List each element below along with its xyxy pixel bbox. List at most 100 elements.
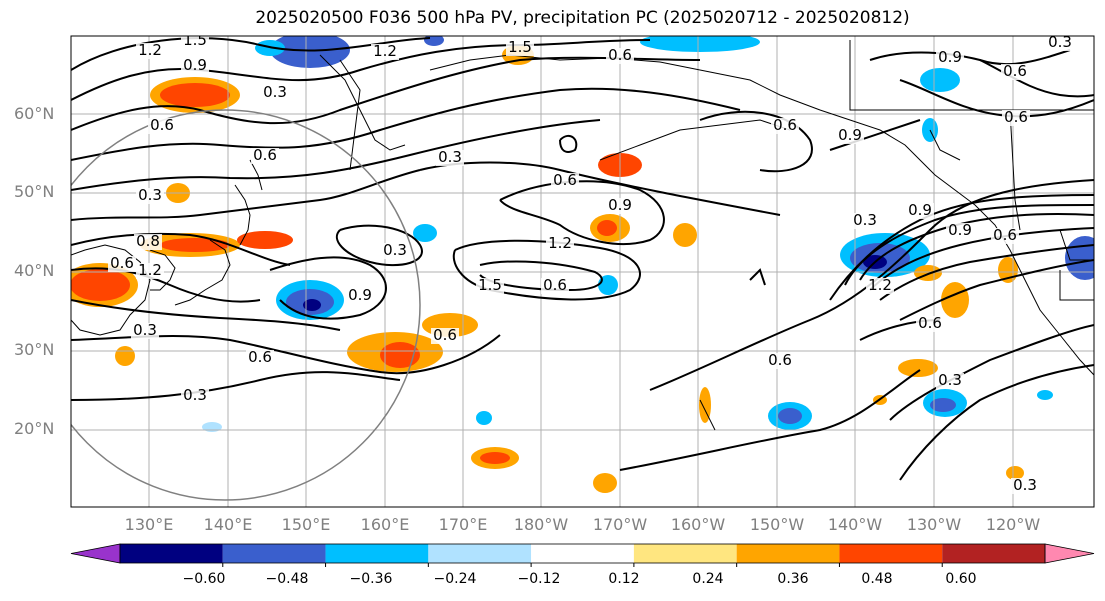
colorbar-segment — [839, 544, 943, 563]
contour-label: 0.9 — [183, 56, 207, 74]
contour-label: 0.6 — [150, 116, 174, 134]
colorbar-tick-label: −0.60 — [182, 571, 226, 587]
contour-label: 0.3 — [938, 371, 962, 389]
contour-label: 0.6 — [543, 276, 567, 294]
contour-label: 0.6 — [1003, 62, 1027, 80]
contour-label-bg — [551, 173, 579, 189]
lon-label: 140°W — [827, 515, 883, 534]
contour-label: 0.6 — [253, 146, 277, 164]
lat-label-60n: 60°N — [14, 104, 55, 123]
reference-circle — [71, 109, 421, 501]
colorbar-tick-label: 0.60 — [945, 571, 977, 587]
pv-contours — [71, 37, 1094, 481]
colorbar-tick-label: 0.24 — [692, 571, 724, 587]
contour-label-bg — [606, 48, 634, 64]
contour-label-bg — [251, 148, 279, 164]
contour-label-bg — [1046, 36, 1074, 51]
contour-label: 1.2 — [868, 276, 892, 294]
colorbar-tick-label: 0.48 — [861, 571, 893, 587]
contour-label: 1.2 — [373, 42, 397, 60]
colorbar-segment — [428, 544, 532, 563]
graticule — [71, 36, 1094, 507]
colorbar-extend-max — [1044, 543, 1095, 564]
map-frame — [70, 35, 1095, 508]
contour-label-bg — [836, 128, 864, 144]
lat-label-30n: 30°N — [14, 340, 55, 359]
colorbar — [70, 543, 1095, 567]
contour-label-bg — [431, 328, 459, 344]
colorbar-tick-label: −0.48 — [265, 571, 309, 587]
colorbar-tick-label: −0.24 — [433, 571, 477, 587]
contour-label: 0.9 — [938, 48, 962, 66]
contour-label-bg — [381, 243, 409, 259]
contour-label-bg — [436, 150, 464, 166]
contour-label-bg — [1002, 110, 1030, 126]
contour-label: 0.6 — [773, 116, 797, 134]
contour-label-bg — [476, 278, 504, 294]
colorbar-segment — [531, 544, 634, 563]
contour-label: 0.6 — [918, 314, 942, 332]
lon-label: 130°E — [124, 515, 174, 534]
contour-labels: 1.2 1.5 0.9 0.3 0.6 1.2 1.5 0.6 0.9 0.3 0.6 0.6 0.9 0… — [108, 31, 1074, 494]
colorbar-segment — [325, 544, 429, 563]
lon-label: 160°W — [670, 515, 726, 534]
chart-title: 2025020500 F036 500 hPa PV, precipitatio… — [255, 8, 910, 28]
lon-label: 130°W — [906, 515, 962, 534]
colorbar-extend-min — [70, 543, 121, 564]
contour-label-bg — [148, 118, 176, 134]
colorbar-tick-label: −0.12 — [517, 571, 561, 587]
contour-label: 0.3 — [138, 186, 162, 204]
contour-label: 0.6 — [1004, 108, 1028, 126]
contour-label-bg — [181, 58, 209, 74]
contour-label: 0.8 — [136, 232, 160, 250]
contour-label-bg — [506, 40, 534, 56]
lon-label: 160°E — [360, 515, 410, 534]
contour-label-bg — [766, 353, 794, 369]
contour-label-bg — [606, 198, 634, 214]
contour-label-bg — [936, 50, 964, 66]
contour-label: 1.5 — [183, 31, 207, 49]
contour-label: 0.3 — [383, 241, 407, 259]
contour-label-bg — [1001, 64, 1029, 80]
lon-label: 170°E — [438, 515, 488, 534]
colorbar-segment — [633, 544, 737, 563]
contour-label: 0.3 — [263, 83, 287, 101]
contour-label: 0.9 — [908, 201, 932, 219]
lon-label: 150°E — [281, 515, 331, 534]
contour-label-bg — [771, 118, 799, 134]
contour-label-bg — [1011, 478, 1039, 494]
contour-label-bg — [346, 288, 374, 304]
contour-label-bg — [916, 316, 944, 332]
lon-label: 140°E — [203, 515, 253, 534]
contour-label: 1.2 — [138, 41, 162, 59]
contour-label-bg — [136, 188, 164, 204]
contour-label-bg — [108, 256, 136, 272]
contour-label-bg — [851, 213, 879, 229]
contour-label: 0.3 — [1048, 33, 1072, 51]
colorbar-segment — [222, 544, 326, 563]
contour-label-bg — [946, 223, 974, 239]
contour-label-bg — [134, 234, 162, 250]
contour-label: 0.6 — [110, 254, 134, 272]
contour-label: 0.6 — [248, 348, 272, 366]
lon-label: 180°W — [513, 515, 569, 534]
colorbar-segment — [942, 544, 1045, 563]
colorbar-tick-label: −0.36 — [349, 571, 393, 587]
contour-label: 0.6 — [993, 226, 1017, 244]
lon-label: 120°W — [985, 515, 1041, 534]
contour-label-bg — [246, 350, 274, 366]
lat-label-40n: 40°N — [14, 261, 55, 280]
contour-label: 0.9 — [608, 196, 632, 214]
contour-label-bg — [371, 44, 399, 60]
colorbar-frame — [119, 543, 1046, 564]
contour-label: 0.3 — [183, 386, 207, 404]
contour-label: 0.3 — [1013, 476, 1037, 494]
contour-label: 0.6 — [608, 46, 632, 64]
contour-label-bg — [136, 263, 164, 279]
contour-label: 1.5 — [508, 38, 532, 56]
colorbar-tick-label: 0.12 — [608, 571, 640, 587]
contour-label: 0.3 — [133, 321, 157, 339]
colorbar-tick-label: 0.36 — [777, 571, 809, 587]
contour-label-bg — [991, 228, 1019, 244]
contour-label: 0.9 — [948, 221, 972, 239]
